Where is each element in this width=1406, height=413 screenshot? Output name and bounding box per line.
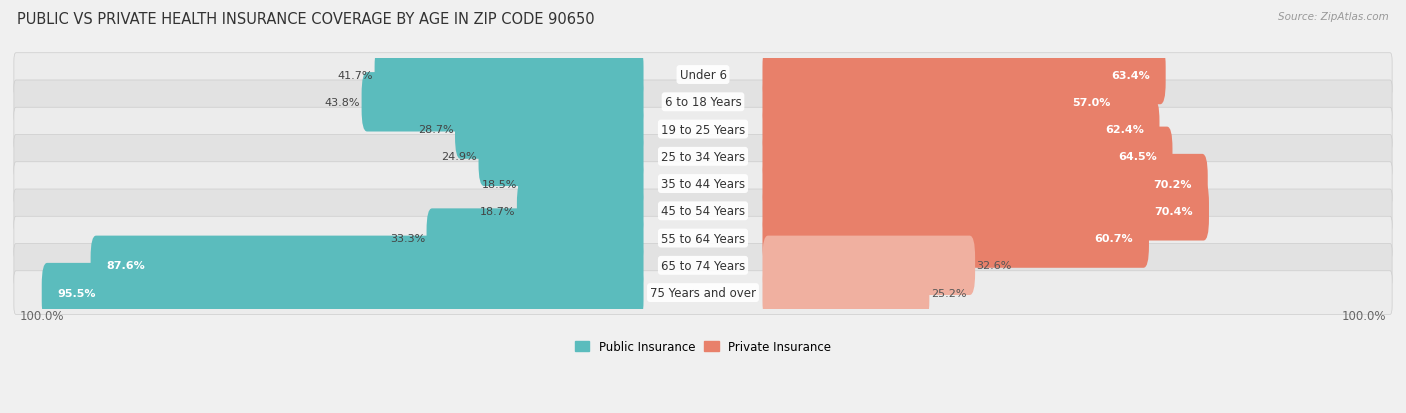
Text: 6 to 18 Years: 6 to 18 Years (665, 96, 741, 109)
FancyBboxPatch shape (374, 46, 644, 105)
Text: Under 6: Under 6 (679, 69, 727, 82)
Text: 18.5%: 18.5% (481, 179, 517, 189)
Text: 35 to 44 Years: 35 to 44 Years (661, 178, 745, 190)
Text: 95.5%: 95.5% (58, 288, 96, 298)
Text: 63.4%: 63.4% (1111, 70, 1150, 81)
Text: 55 to 64 Years: 55 to 64 Years (661, 232, 745, 245)
Text: 33.3%: 33.3% (389, 233, 425, 244)
FancyBboxPatch shape (361, 73, 644, 132)
FancyBboxPatch shape (14, 244, 1392, 287)
Text: Source: ZipAtlas.com: Source: ZipAtlas.com (1278, 12, 1389, 22)
FancyBboxPatch shape (14, 81, 1392, 124)
Text: 100.0%: 100.0% (20, 310, 63, 323)
Text: 70.2%: 70.2% (1153, 179, 1192, 189)
Text: 45 to 54 Years: 45 to 54 Years (661, 205, 745, 218)
FancyBboxPatch shape (14, 108, 1392, 152)
Text: 65 to 74 Years: 65 to 74 Years (661, 259, 745, 272)
Text: 25 to 34 Years: 25 to 34 Years (661, 150, 745, 164)
Text: PUBLIC VS PRIVATE HEALTH INSURANCE COVERAGE BY AGE IN ZIP CODE 90650: PUBLIC VS PRIVATE HEALTH INSURANCE COVER… (17, 12, 595, 27)
Text: 70.4%: 70.4% (1154, 206, 1194, 216)
FancyBboxPatch shape (762, 209, 1149, 268)
Text: 87.6%: 87.6% (107, 261, 145, 271)
Text: 25.2%: 25.2% (931, 288, 966, 298)
FancyBboxPatch shape (14, 217, 1392, 260)
Text: 18.7%: 18.7% (479, 206, 516, 216)
FancyBboxPatch shape (42, 263, 644, 323)
Text: 57.0%: 57.0% (1071, 97, 1111, 107)
FancyBboxPatch shape (762, 100, 1160, 159)
Legend: Public Insurance, Private Insurance: Public Insurance, Private Insurance (571, 336, 835, 358)
FancyBboxPatch shape (517, 182, 644, 241)
Text: 64.5%: 64.5% (1118, 152, 1157, 162)
FancyBboxPatch shape (762, 263, 929, 323)
FancyBboxPatch shape (14, 54, 1392, 97)
FancyBboxPatch shape (14, 271, 1392, 315)
FancyBboxPatch shape (426, 209, 644, 268)
FancyBboxPatch shape (762, 73, 1126, 132)
Text: 43.8%: 43.8% (325, 97, 360, 107)
FancyBboxPatch shape (14, 162, 1392, 206)
FancyBboxPatch shape (90, 236, 644, 295)
Text: 24.9%: 24.9% (441, 152, 477, 162)
Text: 41.7%: 41.7% (337, 70, 373, 81)
Text: 60.7%: 60.7% (1095, 233, 1133, 244)
Text: 100.0%: 100.0% (1343, 310, 1386, 323)
FancyBboxPatch shape (762, 127, 1173, 187)
FancyBboxPatch shape (456, 100, 644, 159)
FancyBboxPatch shape (762, 236, 976, 295)
FancyBboxPatch shape (14, 135, 1392, 179)
FancyBboxPatch shape (478, 127, 644, 187)
Text: 75 Years and over: 75 Years and over (650, 286, 756, 299)
FancyBboxPatch shape (762, 182, 1209, 241)
FancyBboxPatch shape (762, 154, 1208, 214)
FancyBboxPatch shape (762, 46, 1166, 105)
Text: 62.4%: 62.4% (1105, 125, 1143, 135)
Text: 28.7%: 28.7% (418, 125, 454, 135)
FancyBboxPatch shape (14, 190, 1392, 233)
Text: 32.6%: 32.6% (977, 261, 1012, 271)
FancyBboxPatch shape (519, 154, 644, 214)
Text: 19 to 25 Years: 19 to 25 Years (661, 123, 745, 136)
